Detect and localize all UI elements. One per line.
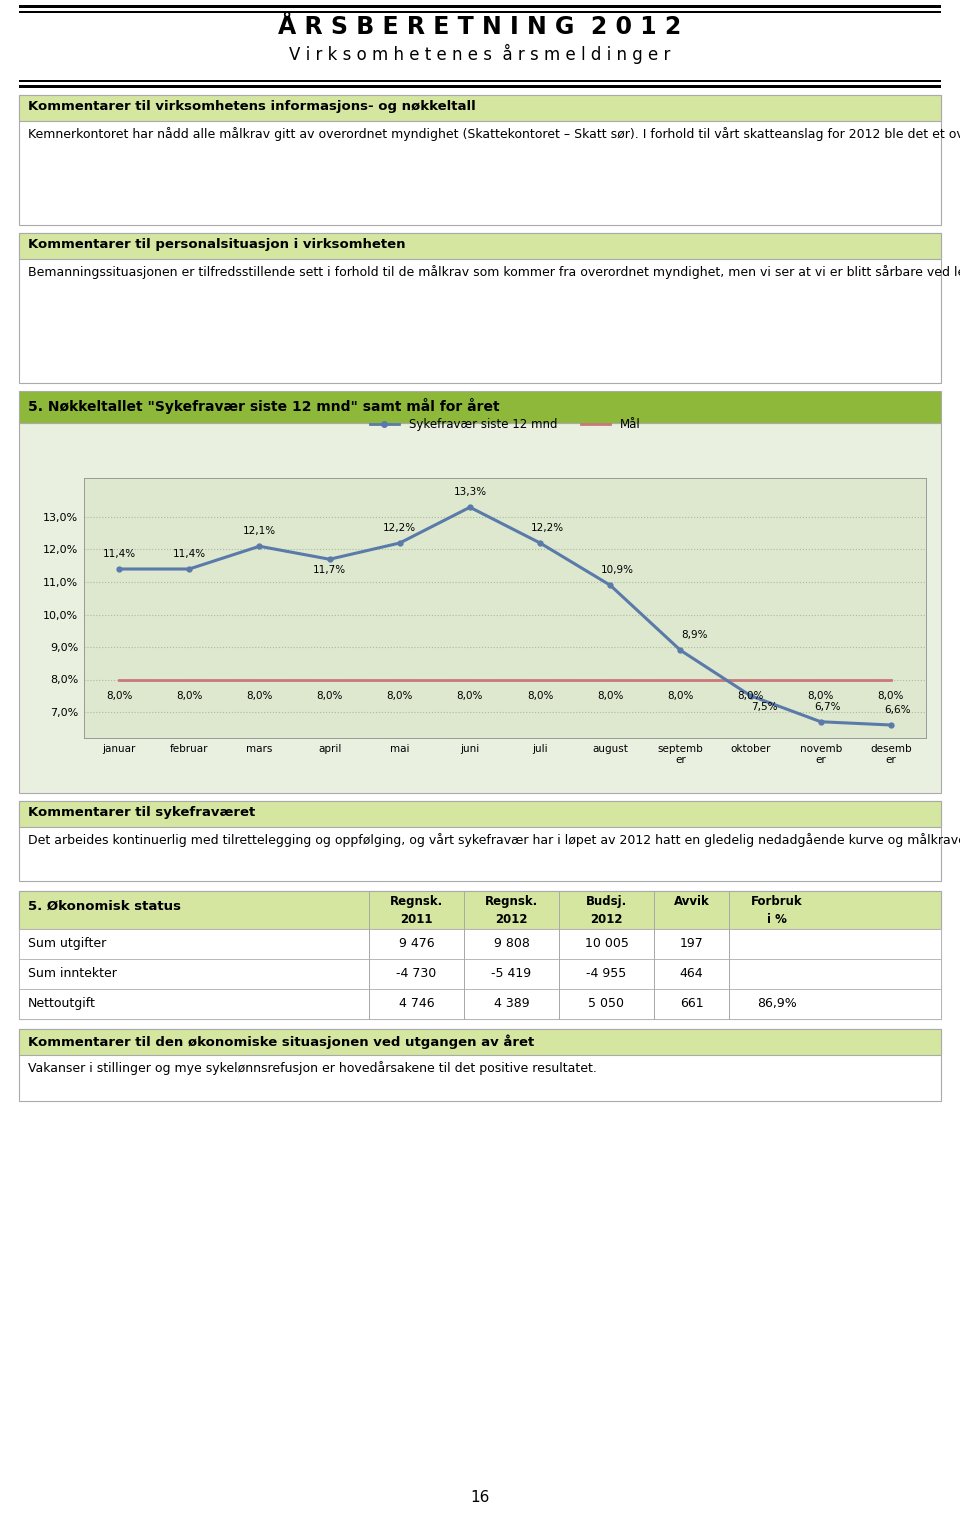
Text: 7,5%: 7,5%	[752, 701, 778, 712]
Bar	[19, 801, 941, 827]
Text: 9 808: 9 808	[493, 936, 529, 950]
Bar	[19, 95, 941, 226]
Text: 5 050: 5 050	[588, 997, 625, 1011]
Text: 8,0%: 8,0%	[527, 691, 553, 701]
Text: Kommentarer til personalsituasjon i virksomheten: Kommentarer til personalsituasjon i virk…	[28, 238, 405, 251]
Text: V i r k s o m h e t e n e s  å r s m e l d i n g e r: V i r k s o m h e t e n e s å r s m e l …	[289, 44, 671, 64]
Text: 11,7%: 11,7%	[313, 565, 347, 576]
Text: Nettoutgift: Nettoutgift	[28, 997, 96, 1011]
Text: 5. Nøkkeltallet "Sykefravær siste 12 mnd" samt mål for året: 5. Nøkkeltallet "Sykefravær siste 12 mnd…	[28, 398, 499, 414]
Bar	[19, 233, 941, 259]
Bar	[19, 423, 941, 792]
Text: 8,0%: 8,0%	[877, 691, 904, 701]
Bar	[19, 959, 941, 989]
Text: -4 955: -4 955	[587, 967, 627, 980]
Text: Kommentarer til virksomhetens informasjons- og nøkkeltall: Kommentarer til virksomhetens informasjo…	[28, 100, 476, 114]
Text: 6,6%: 6,6%	[885, 706, 911, 715]
Text: 5. Økonomisk status: 5. Økonomisk status	[28, 900, 181, 914]
Text: 8,9%: 8,9%	[682, 630, 708, 641]
Bar	[19, 5, 941, 8]
Text: 464: 464	[680, 967, 704, 980]
Bar	[19, 1029, 941, 1101]
Text: Sum inntekter: Sum inntekter	[28, 967, 117, 980]
Text: 8,0%: 8,0%	[807, 691, 834, 701]
Text: 8,0%: 8,0%	[106, 691, 132, 701]
Text: Kommentarer til den økonomiske situasjonen ved utgangen av året: Kommentarer til den økonomiske situasjon…	[28, 1035, 535, 1048]
Text: 661: 661	[680, 997, 704, 1011]
Bar	[19, 989, 941, 1020]
Text: 11,4%: 11,4%	[103, 550, 135, 559]
Text: Budsj.
2012: Budsj. 2012	[586, 895, 627, 926]
Text: 12,1%: 12,1%	[243, 527, 276, 536]
Text: Regnsk.
2012: Regnsk. 2012	[485, 895, 539, 926]
Text: 10,9%: 10,9%	[601, 565, 634, 576]
Text: Kemnerkontoret har nådd alle målkrav gitt av overordnet myndighet (Skattekontore: Kemnerkontoret har nådd alle målkrav git…	[28, 127, 960, 141]
Text: 86,9%: 86,9%	[756, 997, 797, 1011]
Bar	[19, 891, 941, 929]
Text: 8,0%: 8,0%	[667, 691, 694, 701]
Text: 8,0%: 8,0%	[246, 691, 273, 701]
Bar	[19, 391, 941, 423]
Legend: Sykefravær siste 12 mnd, Mål: Sykefravær siste 12 mnd, Mål	[365, 414, 645, 436]
Text: 11,4%: 11,4%	[173, 550, 205, 559]
Bar	[19, 233, 941, 383]
Text: Det arbeides kontinuerlig med tilrettelegging og oppfølging, og vårt sykefravær : Det arbeides kontinuerlig med tilrettele…	[28, 833, 960, 847]
Text: Bemanningssituasjonen er tilfredsstillende sett i forhold til de målkrav som kom: Bemanningssituasjonen er tilfredsstillen…	[28, 265, 960, 279]
Text: 13,3%: 13,3%	[453, 488, 487, 497]
Text: 16: 16	[470, 1489, 490, 1504]
Text: 8,0%: 8,0%	[597, 691, 623, 701]
Text: -4 730: -4 730	[396, 967, 437, 980]
Text: Avvik: Avvik	[674, 895, 709, 907]
Bar	[19, 891, 941, 1020]
Bar	[19, 85, 941, 88]
Text: Sum utgifter: Sum utgifter	[28, 936, 107, 950]
Text: 9 476: 9 476	[398, 936, 434, 950]
Text: Forbruk
i %: Forbruk i %	[751, 895, 803, 926]
Text: Regnsk.
2011: Regnsk. 2011	[390, 895, 444, 926]
Bar	[19, 95, 941, 121]
Bar	[19, 1029, 941, 1054]
Text: 197: 197	[680, 936, 704, 950]
Text: 8,0%: 8,0%	[737, 691, 764, 701]
Text: 4 389: 4 389	[493, 997, 529, 1011]
Text: 4 746: 4 746	[398, 997, 434, 1011]
Text: 6,7%: 6,7%	[814, 701, 841, 712]
Text: -5 419: -5 419	[492, 967, 532, 980]
Text: Å R S B E R E T N I N G  2 0 1 2: Å R S B E R E T N I N G 2 0 1 2	[278, 15, 682, 39]
Text: Vakanser i stillinger og mye sykelønnsrefusjon er hovedårsakene til det positive: Vakanser i stillinger og mye sykelønnsre…	[28, 1060, 597, 1076]
Text: 8,0%: 8,0%	[317, 691, 343, 701]
Text: 12,2%: 12,2%	[531, 523, 564, 533]
Text: 8,0%: 8,0%	[176, 691, 203, 701]
Bar	[19, 929, 941, 959]
Text: 8,0%: 8,0%	[387, 691, 413, 701]
Text: 10 005: 10 005	[585, 936, 629, 950]
Text: 8,0%: 8,0%	[457, 691, 483, 701]
Text: 12,2%: 12,2%	[383, 523, 417, 533]
Text: Kommentarer til sykefraværet: Kommentarer til sykefraværet	[28, 806, 255, 820]
Bar	[19, 801, 941, 882]
